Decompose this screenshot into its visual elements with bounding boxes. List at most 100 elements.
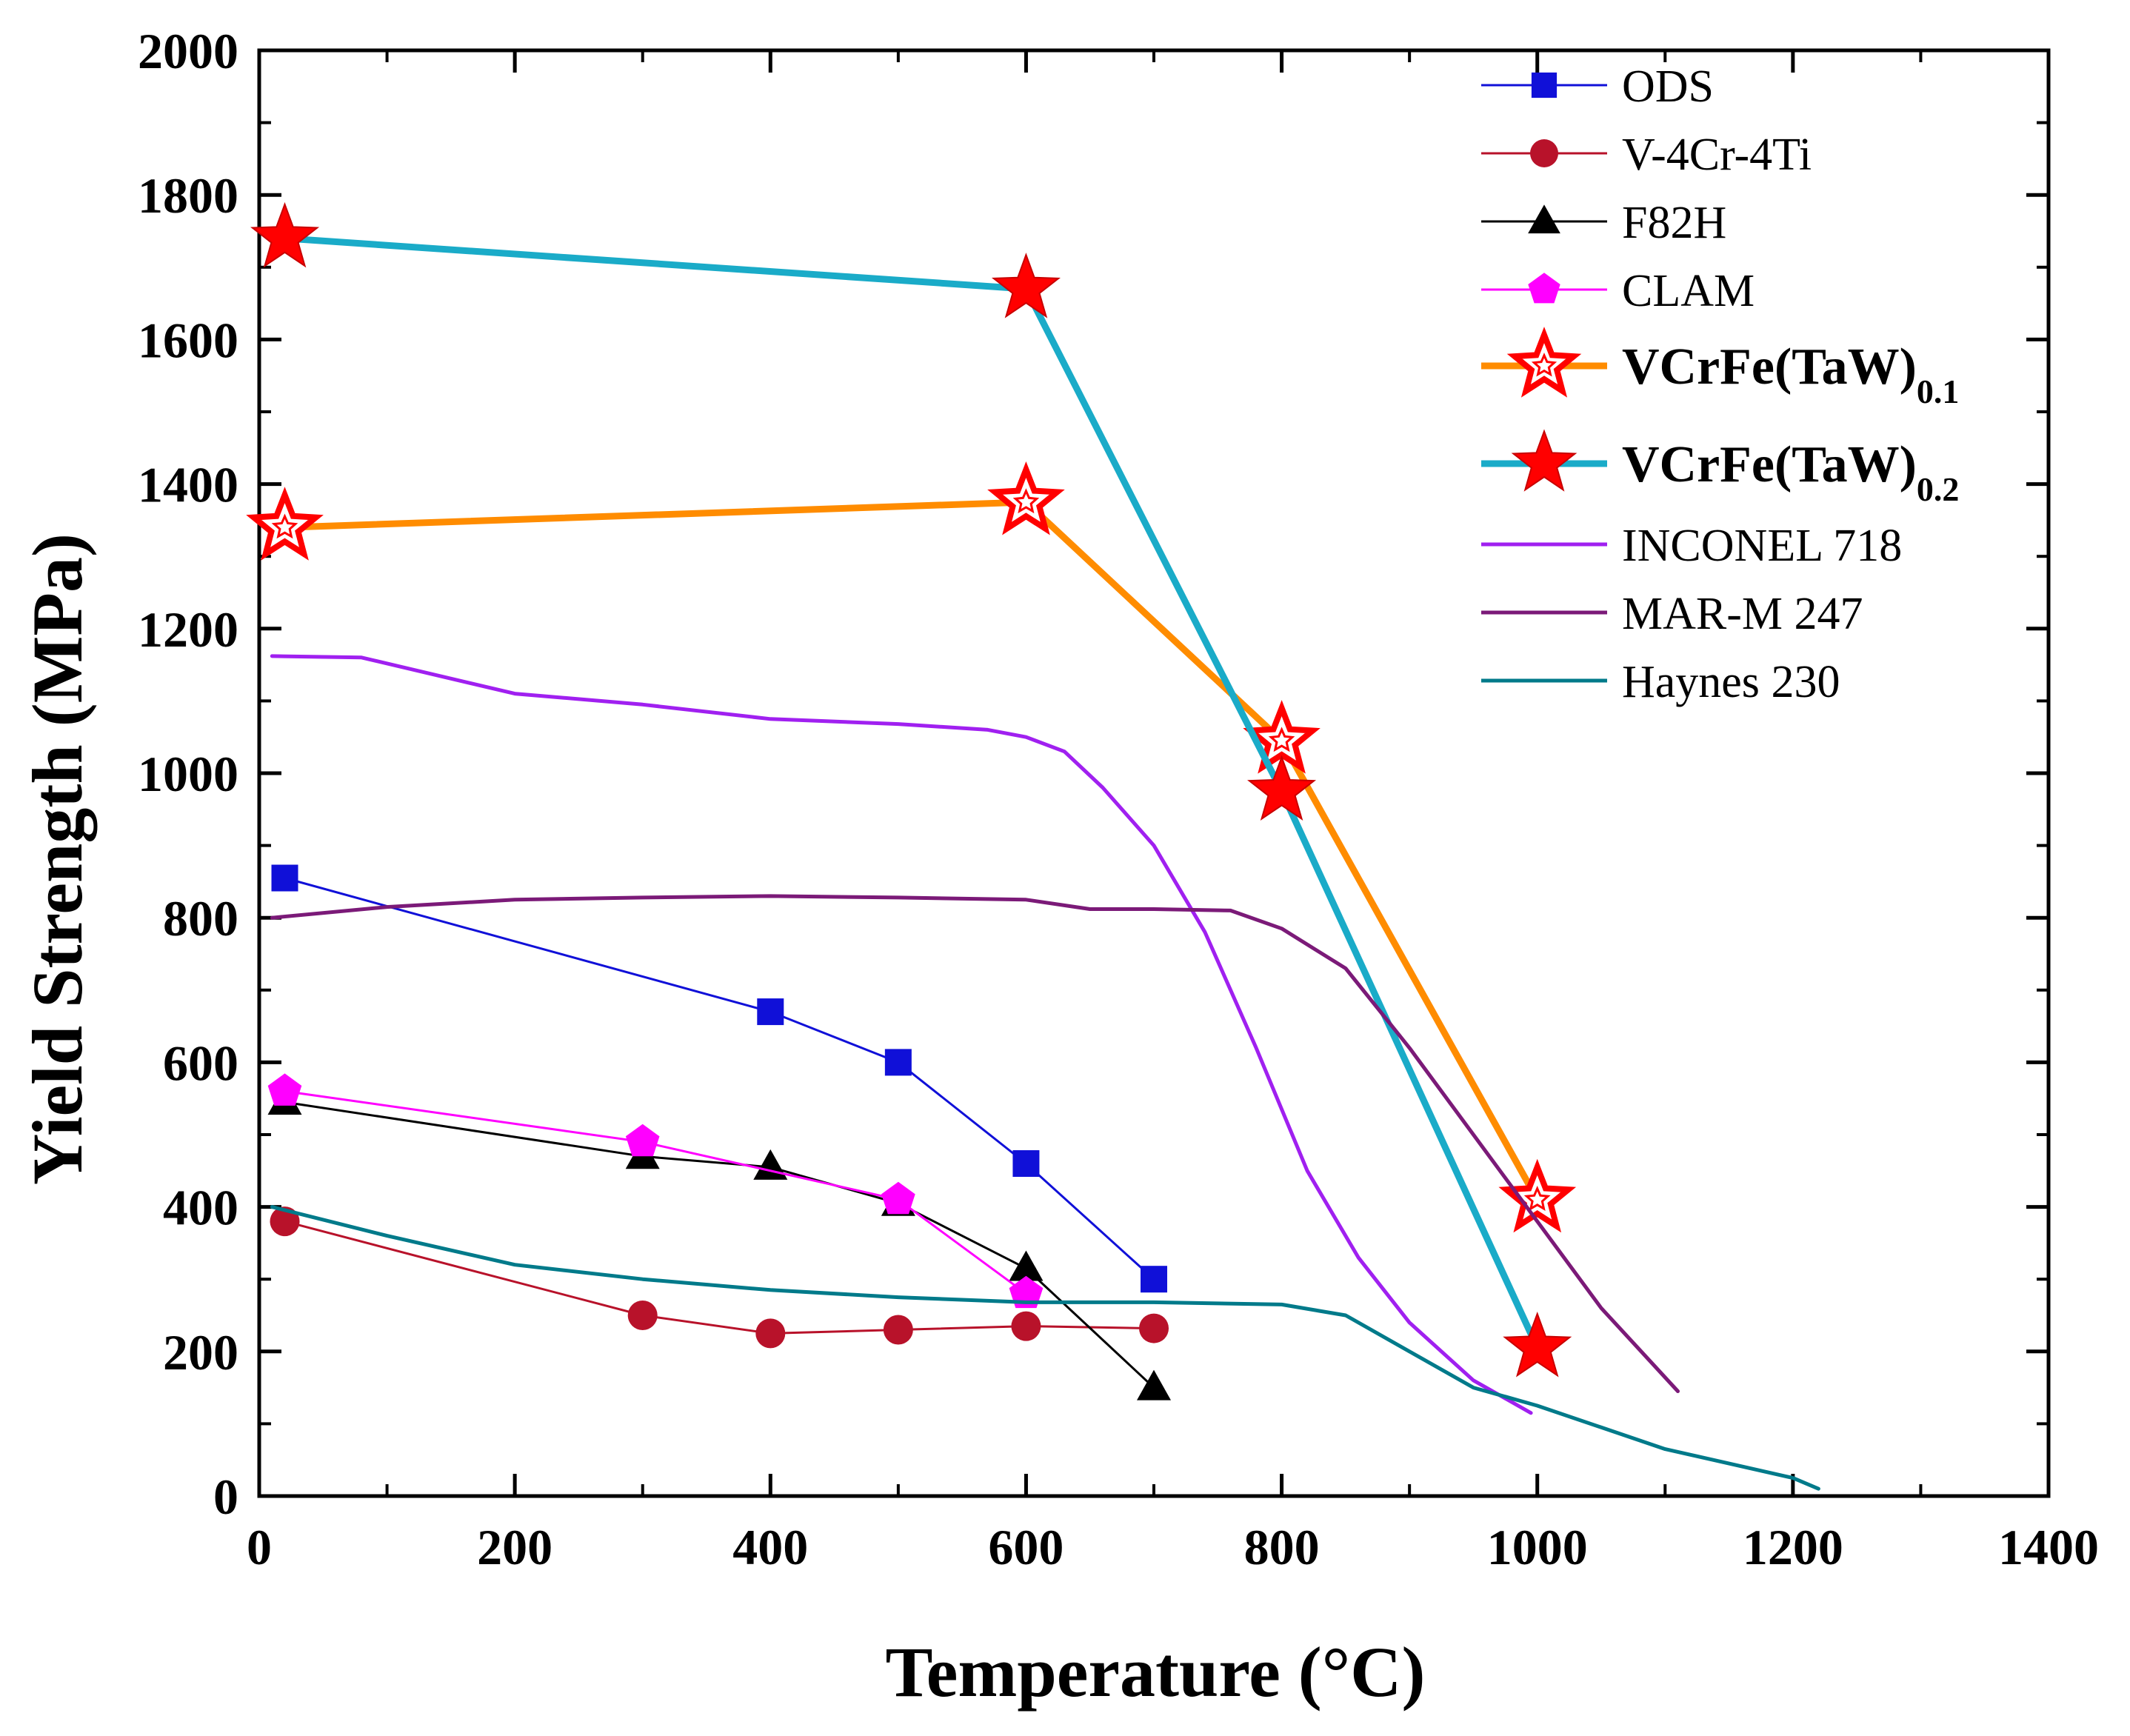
data-point-square (757, 998, 784, 1026)
x-tick-label: 200 (477, 1519, 552, 1575)
series-line (284, 877, 1155, 1281)
data-point-pentagon (625, 1124, 660, 1157)
series-vcrfe-taw-0-2 (250, 201, 1572, 1378)
legend-item: MAR-M 247 (1481, 589, 1863, 639)
series-v-4cr-4ti (270, 1206, 1169, 1349)
legend-label: VCrFe(TaW)0.1 (1622, 338, 1959, 410)
series-line (270, 654, 1533, 1415)
legend-label: VCrFe(TaW)0.2 (1622, 436, 1959, 508)
data-point-pentagon (1009, 1275, 1044, 1309)
legend-item: F82H (1481, 198, 1726, 248)
legend-item: VCrFe(TaW)0.2 (1481, 429, 1959, 508)
data-point-filled-star (991, 253, 1061, 318)
y-tick-label: 800 (163, 890, 238, 947)
y-tick-label: 1400 (138, 457, 238, 513)
legend-item: INCONEL 718 (1481, 521, 1902, 571)
y-tick-label: 1800 (138, 167, 238, 224)
series-line (284, 1101, 1155, 1389)
data-point-pentagon (1528, 273, 1560, 304)
legend-item: CLAM (1481, 266, 1755, 316)
series-inconel-718 (270, 654, 1533, 1415)
legend-label: ODS (1622, 61, 1714, 112)
series-f82h (267, 1084, 1171, 1401)
axes-layer: 0 200 400 600 800 1000 1200 1400 0 200 400 600 800 10… (138, 23, 2099, 1575)
data-point-square (1141, 1266, 1167, 1293)
series-line (270, 1205, 1820, 1491)
legend-label: INCONEL 718 (1622, 521, 1902, 571)
data-point-open-star-inner (1268, 727, 1295, 752)
data-point-triangle (753, 1149, 788, 1180)
data-point-circle (627, 1301, 658, 1330)
y-tick-label: 2000 (138, 23, 238, 79)
data-point-open-star (987, 461, 1065, 535)
y-tick-label: 1000 (138, 746, 238, 802)
legend-label: F82H (1622, 198, 1726, 248)
series-mar-m-247 (270, 894, 1680, 1393)
data-point-filled-star (1247, 755, 1317, 821)
y-tick-label: 400 (163, 1180, 238, 1236)
legend-item: VCrFe(TaW)0.1 (1481, 327, 1959, 410)
data-point-open-star-inner (271, 513, 298, 539)
data-point-circle (1139, 1313, 1169, 1343)
y-tick-label: 200 (163, 1324, 238, 1381)
legend-subscript: 0.1 (1917, 373, 1960, 410)
legend-label: MAR-M 247 (1622, 589, 1863, 639)
legend-item: V-4Cr-4Ti (1481, 130, 1812, 180)
data-point-pentagon (881, 1181, 915, 1215)
series-line (284, 1089, 1027, 1295)
legend-subscript: 0.2 (1917, 470, 1960, 508)
data-point-circle (270, 1206, 300, 1237)
data-point-circle (883, 1315, 913, 1345)
data-point-square (271, 864, 298, 892)
data-point-open-star (246, 487, 324, 561)
y-axis-title: Yield Strength (MPa) (18, 533, 97, 1185)
data-point-filled-star (1511, 429, 1578, 492)
data-point-square (1531, 72, 1558, 99)
data-point-open-star (1243, 700, 1321, 774)
series-line (281, 498, 1541, 1203)
legend: ODS V-4Cr-4Ti F82H CLAM VCrFe(TaW)0.1 VCrFe(T… (1481, 61, 1959, 707)
data-point-filled-star (250, 201, 320, 268)
legend-label: Haynes 230 (1622, 657, 1840, 707)
x-tick-label: 600 (988, 1519, 1064, 1575)
data-point-open-star-inner (1531, 353, 1558, 377)
data-point-square (884, 1049, 912, 1076)
legend-item: ODS (1481, 61, 1714, 112)
series-ods (271, 864, 1167, 1293)
series-haynes-230 (270, 1205, 1820, 1491)
legend-label: V-4Cr-4Ti (1622, 130, 1812, 180)
x-tick-label: 1000 (1487, 1519, 1588, 1575)
y-tick-label: 0 (213, 1469, 238, 1525)
series-line (281, 235, 1541, 1352)
data-point-pentagon (267, 1073, 302, 1106)
series-layer (246, 201, 1820, 1491)
data-point-circle (1530, 139, 1558, 167)
data-point-open-star-inner (1012, 488, 1040, 514)
series-line (270, 894, 1680, 1393)
data-point-triangle (1137, 1369, 1171, 1401)
x-axis-title: Temperature (°C) (886, 1632, 1426, 1712)
y-tick-label: 1200 (138, 601, 238, 658)
data-point-square (1012, 1150, 1040, 1178)
x-tick-label: 1200 (1743, 1519, 1843, 1575)
data-point-open-star (1506, 327, 1582, 398)
series-clam (267, 1073, 1044, 1309)
legend-item: Haynes 230 (1481, 657, 1840, 707)
data-point-triangle (1009, 1250, 1044, 1281)
data-point-open-star (1498, 1158, 1577, 1233)
data-point-open-star-inner (1523, 1186, 1551, 1212)
x-tick-label: 800 (1244, 1519, 1320, 1575)
x-tick-label: 1400 (1998, 1519, 2099, 1575)
data-point-circle (1011, 1311, 1041, 1341)
data-point-filled-star (1503, 1311, 1572, 1378)
y-tick-label: 600 (163, 1035, 238, 1091)
y-tick-label: 1600 (138, 312, 238, 368)
series-line (284, 1220, 1155, 1335)
data-point-triangle (1528, 204, 1560, 234)
x-tick-label: 0 (247, 1519, 272, 1575)
x-tick-label: 400 (732, 1519, 808, 1575)
series-vcrfe-taw-0-1 (246, 461, 1577, 1233)
data-point-circle (755, 1318, 786, 1349)
